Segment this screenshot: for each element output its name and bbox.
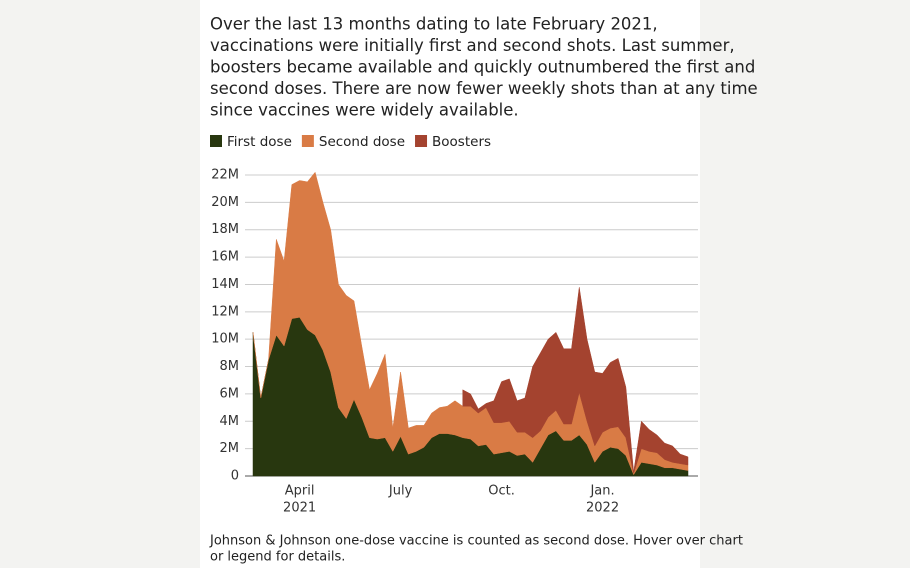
- description-line: second doses. There are now fewer weekly…: [210, 79, 758, 98]
- description-line: vaccinations were initially first and se…: [210, 36, 735, 55]
- y-tick-label: 16M: [211, 250, 239, 265]
- y-tick-label: 4M: [220, 414, 240, 429]
- legend-label: Boosters: [432, 134, 491, 150]
- description-line: boosters became available and quickly ou…: [210, 58, 755, 77]
- y-tick-label: 20M: [211, 195, 239, 210]
- legend-swatch: [210, 135, 222, 147]
- y-tick-label: 22M: [211, 168, 239, 183]
- y-tick-label: 14M: [211, 277, 239, 292]
- y-tick-label: 18M: [211, 222, 239, 237]
- y-tick-label: 12M: [211, 304, 239, 319]
- y-tick-label: 6M: [220, 386, 240, 401]
- x-tick-label: July: [388, 484, 413, 499]
- x-tick-label: 2021: [283, 501, 316, 516]
- x-tick-label: 2022: [586, 501, 619, 516]
- x-tick-label: Oct.: [488, 484, 515, 499]
- legend-swatch: [415, 135, 428, 147]
- y-tick-label: 2M: [220, 441, 240, 456]
- y-tick-label: 10M: [211, 332, 239, 347]
- description-line: since vaccines were widely available.: [210, 101, 519, 120]
- description-line: Over the last 13 months dating to late F…: [210, 15, 658, 34]
- y-tick-label: 0: [231, 469, 239, 484]
- y-tick-label: 8M: [220, 359, 240, 374]
- x-tick-label: April: [285, 484, 315, 499]
- x-tick-label: Jan.: [589, 484, 614, 499]
- area: [462, 287, 689, 475]
- area: [252, 171, 689, 476]
- legend-swatch: [301, 135, 314, 147]
- legend-label: Second dose: [319, 134, 405, 150]
- legend-label: First dose: [227, 134, 292, 150]
- footnote-line: Johnson & Johnson one-dose vaccine is co…: [209, 534, 743, 549]
- footnote-line: or legend for details.: [210, 550, 345, 565]
